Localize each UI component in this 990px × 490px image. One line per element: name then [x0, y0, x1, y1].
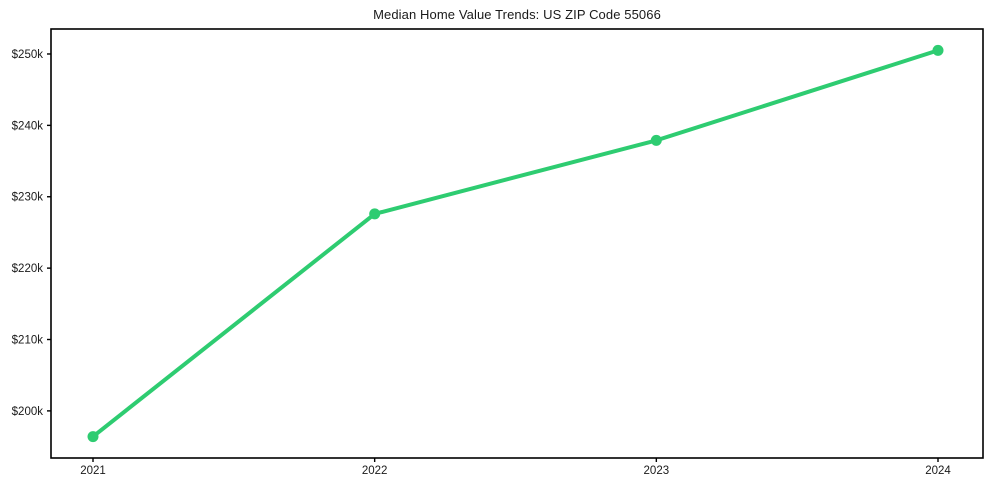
x-tick-label: 2021: [80, 465, 106, 477]
y-tick-label: $240k: [12, 120, 44, 132]
chart-title: Median Home Value Trends: US ZIP Code 55…: [373, 7, 661, 22]
x-tick-label: 2022: [362, 465, 388, 477]
trend-line: [91, 48, 940, 439]
y-tick-label: $220k: [12, 263, 44, 275]
y-tick-label: $250k: [12, 49, 44, 61]
x-tick-label: 2023: [644, 465, 670, 477]
plot-border: [50, 28, 984, 459]
y-tick-label: $230k: [12, 192, 44, 204]
data-point-marker: [369, 208, 381, 220]
data-point-marker: [932, 44, 944, 56]
y-tick-label: $210k: [12, 335, 44, 347]
data-point-marker: [87, 431, 99, 443]
data-point-marker: [650, 134, 662, 146]
x-tick-label: 2024: [925, 465, 951, 477]
y-tick-label: $200k: [12, 406, 44, 418]
